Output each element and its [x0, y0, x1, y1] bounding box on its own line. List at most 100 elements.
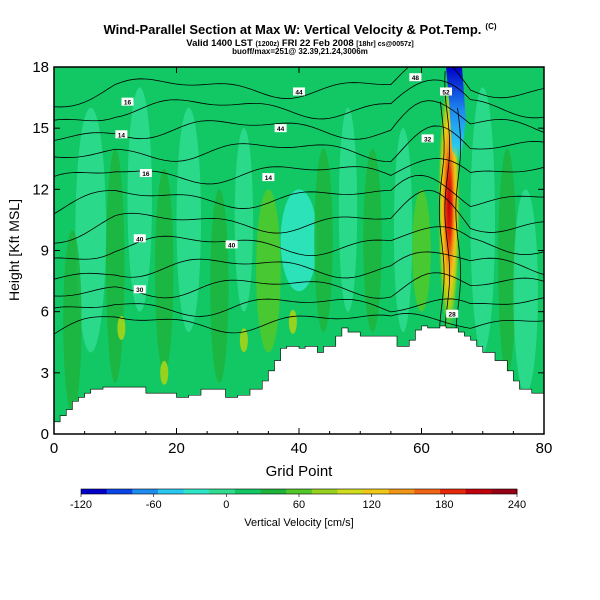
velocity-patch	[117, 315, 126, 340]
colorbar-swatch	[363, 489, 390, 494]
contour-label-bg	[274, 124, 287, 133]
colorbar-tick-label: 240	[508, 499, 526, 511]
contour-label-bg	[293, 87, 305, 96]
y-tick-label: 15	[32, 120, 49, 137]
contour-label: 40	[228, 242, 236, 249]
contour-label-bg	[115, 130, 128, 139]
contour-label-bg	[440, 87, 452, 96]
colorbar: -120 -60 0 60 120 180 240	[70, 488, 526, 511]
contour-label: 32	[424, 136, 432, 143]
colorbar-tick-label: 0	[223, 499, 229, 511]
x-tick-label: 60	[413, 440, 430, 457]
contour-label-bg	[139, 169, 152, 178]
theta-contour	[54, 297, 544, 317]
contour-label: 30	[136, 287, 144, 294]
colorbar-swatch	[491, 489, 518, 494]
x-tick-label: 0	[50, 440, 58, 457]
velocity-streak	[280, 189, 318, 292]
contour-label-bg	[133, 285, 146, 294]
colorbar-tick-label: 60	[293, 499, 305, 511]
contour-label: 14	[118, 132, 126, 139]
y-tick-label: 9	[41, 243, 49, 260]
terrain	[54, 325, 544, 434]
theta-contour	[54, 174, 544, 215]
contour-label: 14	[265, 175, 273, 182]
colorbar-swatch	[337, 489, 364, 494]
theta-contour	[54, 79, 544, 122]
colorbar-swatch	[157, 489, 185, 494]
y-axis: 0 3 6 9 12 15 18	[32, 59, 544, 443]
theta-contour	[444, 71, 451, 326]
velocity-patch	[160, 360, 169, 385]
contour-label: 16	[142, 171, 150, 178]
colorbar-swatch	[260, 489, 287, 494]
y-tick-label: 0	[41, 426, 49, 443]
y-axis-label: Height [Kft MSL]	[6, 199, 22, 301]
colorbar-label: Vertical Velocity [cm/s]	[244, 517, 353, 529]
chart-title: Wind-Parallel Section at Max W: Vertical…	[103, 22, 497, 37]
velocity-streak	[256, 189, 281, 353]
theta-contour	[438, 101, 445, 326]
colorbar-swatch	[388, 489, 415, 494]
contour-label-bg	[133, 234, 146, 243]
contour-label-bg	[421, 134, 434, 143]
velocity-streak	[338, 107, 358, 312]
velocity-streak	[470, 87, 495, 353]
contour-label: 44	[295, 89, 303, 96]
colorbar-swatch	[106, 489, 133, 494]
velocity-streak	[234, 128, 254, 312]
colorbar-tick-label: 120	[362, 499, 380, 511]
theta-contour	[54, 125, 544, 163]
colorbar-swatch	[81, 489, 108, 494]
colorbar-tick-label: -120	[70, 499, 92, 511]
contour-label-bg	[225, 240, 238, 249]
theta-contour	[54, 251, 544, 280]
velocity-streak	[393, 128, 413, 333]
colorbar-swatch	[414, 489, 441, 494]
colorbar-swatch	[234, 489, 262, 494]
contour-label-bg	[446, 309, 459, 318]
x-tick-label: 40	[291, 440, 308, 457]
max-location: buoff/max=251@ 32.39,21.24,3006m	[232, 47, 368, 56]
x-tick-label: 80	[536, 440, 553, 457]
velocity-patch	[239, 328, 248, 353]
contour-label: 52	[442, 89, 450, 96]
y-tick-label: 3	[41, 365, 49, 382]
velocity-streak	[106, 148, 125, 384]
colorbar-swatch	[311, 489, 338, 494]
valid-time: Valid 1400 LST (1200z) FRI 22 Feb 2008 […	[186, 38, 414, 49]
theta-contour	[455, 107, 462, 333]
theta-contour	[54, 67, 544, 108]
velocity-streak	[63, 230, 82, 414]
theta-contour	[54, 100, 544, 141]
theta-contour	[54, 226, 544, 260]
x-axis: 0 20 40 60 80	[50, 67, 553, 457]
velocity-streak	[412, 189, 431, 312]
colorbar-swatch	[132, 489, 159, 494]
velocity-streak	[513, 189, 538, 394]
theta-contours	[54, 67, 544, 335]
colorbar-swatch	[183, 489, 210, 494]
velocity-streak	[127, 87, 152, 312]
contour-label: 40	[136, 236, 144, 243]
colorbar-swatch	[286, 489, 313, 494]
contour-labels: 16 14 16 14 44 44 40 40 30 48 52 32 28	[115, 73, 459, 319]
y-tick-label: 12	[32, 181, 49, 198]
contour-label-bg	[262, 173, 275, 182]
colorbar-tick-label: 180	[435, 499, 453, 511]
contour-label-bg	[409, 73, 422, 82]
contour-label: 44	[277, 126, 285, 133]
velocity-streak	[155, 168, 174, 373]
contour-label: 28	[449, 312, 457, 319]
velocity-streak	[210, 189, 229, 384]
velocity-patch	[288, 309, 297, 334]
colorbar-swatch	[465, 489, 492, 494]
colorbar-swatch	[209, 489, 236, 494]
theta-contour	[54, 158, 544, 185]
theta-contour	[54, 313, 544, 335]
y-tick-label: 6	[41, 304, 49, 321]
colorbar-tick-label: -60	[146, 499, 162, 511]
colorbar-swatch	[440, 489, 467, 494]
y-tick-label: 18	[32, 59, 49, 76]
